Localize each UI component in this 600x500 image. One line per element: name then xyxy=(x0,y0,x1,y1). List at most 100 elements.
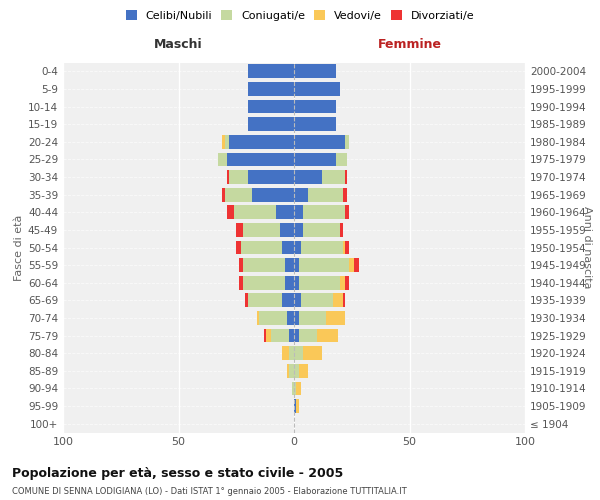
Bar xyxy=(248,100,294,114)
Bar xyxy=(303,206,345,219)
Bar xyxy=(340,276,345,289)
Bar xyxy=(340,223,343,237)
Bar xyxy=(354,258,359,272)
Text: Femmine: Femmine xyxy=(377,38,442,51)
Bar xyxy=(248,64,294,78)
Bar xyxy=(343,240,345,254)
Bar xyxy=(243,258,285,272)
Bar xyxy=(245,294,248,307)
Bar xyxy=(299,364,308,378)
Bar xyxy=(287,311,294,325)
Bar xyxy=(294,118,335,131)
Bar xyxy=(294,135,345,148)
Bar xyxy=(289,364,294,378)
Bar xyxy=(227,152,294,166)
Bar xyxy=(283,294,294,307)
Bar xyxy=(345,135,349,148)
Bar xyxy=(296,382,301,396)
Bar xyxy=(243,276,285,289)
Bar xyxy=(223,188,224,202)
Bar xyxy=(229,135,294,148)
Bar xyxy=(294,382,296,396)
Bar xyxy=(292,382,294,396)
Bar xyxy=(294,240,301,254)
Bar xyxy=(289,346,294,360)
Bar xyxy=(299,311,326,325)
Bar xyxy=(294,294,301,307)
Bar xyxy=(294,64,335,78)
Bar xyxy=(294,399,296,413)
Bar xyxy=(294,100,335,114)
Text: Popolazione per età, sesso e stato civile - 2005: Popolazione per età, sesso e stato civil… xyxy=(12,468,343,480)
Bar xyxy=(345,206,349,219)
Bar xyxy=(227,206,234,219)
Bar xyxy=(294,206,303,219)
Bar xyxy=(283,240,294,254)
Bar xyxy=(248,118,294,131)
Bar xyxy=(294,364,299,378)
Text: COMUNE DI SENNA LODIGIANA (LO) - Dati ISTAT 1° gennaio 2005 - Elaborazione TUTTI: COMUNE DI SENNA LODIGIANA (LO) - Dati IS… xyxy=(12,488,407,496)
Bar xyxy=(343,294,345,307)
Bar xyxy=(299,258,349,272)
Bar xyxy=(333,294,343,307)
Bar xyxy=(294,258,299,272)
Bar xyxy=(225,188,253,202)
Bar xyxy=(326,311,345,325)
Bar xyxy=(322,170,345,184)
Bar xyxy=(264,328,266,342)
Bar xyxy=(248,82,294,96)
Bar xyxy=(303,223,340,237)
Bar xyxy=(266,328,271,342)
Legend: Celibi/Nubili, Coniugati/e, Vedovi/e, Divorziati/e: Celibi/Nubili, Coniugati/e, Vedovi/e, Di… xyxy=(121,6,479,25)
Bar xyxy=(294,276,299,289)
Bar xyxy=(308,188,343,202)
Bar xyxy=(239,276,243,289)
Y-axis label: Fasce di età: Fasce di età xyxy=(14,214,24,280)
Bar xyxy=(257,311,259,325)
Bar xyxy=(301,240,343,254)
Bar xyxy=(280,223,294,237)
Bar xyxy=(294,223,303,237)
Bar xyxy=(303,346,322,360)
Bar xyxy=(335,152,347,166)
Bar xyxy=(345,240,349,254)
Bar xyxy=(299,276,340,289)
Bar xyxy=(294,346,303,360)
Bar xyxy=(248,294,283,307)
Bar xyxy=(289,328,294,342)
Bar xyxy=(294,188,308,202)
Bar xyxy=(287,364,289,378)
Bar xyxy=(294,170,322,184)
Bar xyxy=(248,170,294,184)
Bar xyxy=(218,152,227,166)
Bar xyxy=(243,223,280,237)
Bar xyxy=(239,258,243,272)
Bar xyxy=(349,258,354,272)
Bar xyxy=(259,311,287,325)
Bar xyxy=(343,188,347,202)
Bar xyxy=(236,240,241,254)
Bar xyxy=(234,206,275,219)
Bar xyxy=(285,276,294,289)
Bar xyxy=(294,152,335,166)
Text: Maschi: Maschi xyxy=(154,38,203,51)
Bar xyxy=(294,311,299,325)
Bar xyxy=(224,135,229,148)
Bar xyxy=(345,276,349,289)
Bar xyxy=(223,135,224,148)
Bar xyxy=(317,328,338,342)
Bar xyxy=(285,258,294,272)
Bar xyxy=(301,294,333,307)
Bar xyxy=(229,170,248,184)
Bar xyxy=(236,223,243,237)
Bar xyxy=(294,328,299,342)
Bar xyxy=(271,328,289,342)
Bar xyxy=(345,170,347,184)
Y-axis label: Anni di nascita: Anni di nascita xyxy=(582,206,592,289)
Bar xyxy=(227,170,229,184)
Bar xyxy=(294,82,340,96)
Bar xyxy=(283,346,289,360)
Bar xyxy=(275,206,294,219)
Bar xyxy=(296,399,299,413)
Bar xyxy=(253,188,294,202)
